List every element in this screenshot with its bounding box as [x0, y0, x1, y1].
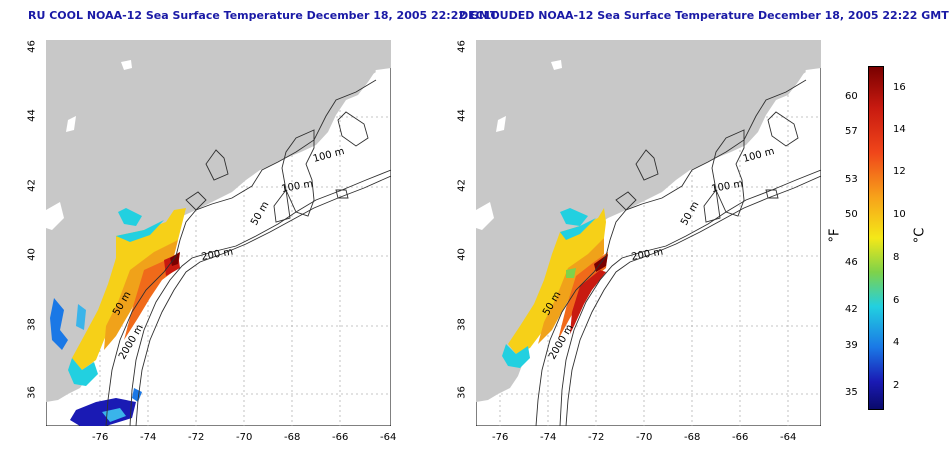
- celsius-tick: 4: [893, 337, 900, 348]
- y-tick-label: 40: [456, 248, 468, 261]
- x-tick-label: -64: [780, 432, 797, 443]
- left-map-title: RU COOL NOAA-12 Sea Surface Temperature …: [28, 9, 498, 22]
- fahrenheit-tick: 42: [845, 304, 858, 315]
- y-tick-label: 44: [26, 109, 38, 122]
- left-sst-map: 100 m 100 m 50 m 200 m 50 m 2000 m: [46, 40, 391, 426]
- y-tick-label: 42: [26, 179, 38, 192]
- land-mass: [476, 40, 821, 402]
- x-tick-label: -76: [492, 432, 509, 443]
- temperature-colorbar: [868, 66, 884, 410]
- celsius-tick: 16: [893, 82, 906, 93]
- celsius-tick: 8: [893, 252, 900, 263]
- fahrenheit-tick: 46: [845, 257, 858, 268]
- fahrenheit-tick: 60: [845, 91, 858, 102]
- celsius-tick: 6: [893, 295, 900, 306]
- right-map-title: DECLOUDED NOAA-12 Sea Surface Temperatur…: [459, 9, 949, 22]
- y-tick-label: 38: [456, 318, 468, 331]
- contour-label: 200 m: [631, 247, 664, 263]
- x-tick-label: -76: [92, 432, 109, 443]
- x-tick-label: -68: [284, 432, 301, 443]
- y-tick-label: 36: [456, 386, 468, 399]
- sst-field-left: [50, 208, 186, 426]
- fahrenheit-tick: 53: [845, 174, 858, 185]
- y-tick-label: 40: [26, 248, 38, 261]
- x-tick-label: -70: [236, 432, 253, 443]
- contour-label: 100 m: [281, 179, 314, 195]
- fahrenheit-tick: 39: [845, 340, 858, 351]
- y-tick-label: 36: [26, 386, 38, 399]
- contour-label: 100 m: [711, 179, 744, 195]
- y-tick-label: 46: [26, 40, 38, 53]
- x-tick-label: -64: [380, 432, 397, 443]
- right-sst-map: 100 m 100 m 50 m 200 m 50 m 2000 m: [476, 40, 821, 426]
- x-tick-label: -74: [540, 432, 557, 443]
- celsius-tick: 2: [893, 380, 900, 391]
- land-mass: [46, 40, 391, 402]
- x-tick-label: -66: [732, 432, 749, 443]
- fahrenheit-tick: 57: [845, 126, 858, 137]
- celsius-tick: 10: [893, 209, 906, 220]
- y-tick-label: 46: [456, 40, 468, 53]
- y-tick-label: 44: [456, 109, 468, 122]
- x-tick-label: -66: [332, 432, 349, 443]
- x-tick-label: -70: [636, 432, 653, 443]
- celsius-tick: 14: [893, 124, 906, 135]
- fahrenheit-tick: 50: [845, 209, 858, 220]
- celsius-tick: 12: [893, 166, 906, 177]
- fahrenheit-unit-label: °F: [827, 228, 843, 243]
- x-tick-label: -72: [188, 432, 205, 443]
- x-tick-label: -74: [140, 432, 157, 443]
- y-tick-label: 42: [456, 179, 468, 192]
- fahrenheit-tick: 35: [845, 387, 858, 398]
- y-tick-label: 38: [26, 318, 38, 331]
- x-tick-label: -72: [588, 432, 605, 443]
- x-tick-label: -68: [684, 432, 701, 443]
- celsius-unit-label: °C: [912, 227, 928, 244]
- sst-field-right: [502, 208, 608, 368]
- contour-label: 200 m: [201, 247, 234, 263]
